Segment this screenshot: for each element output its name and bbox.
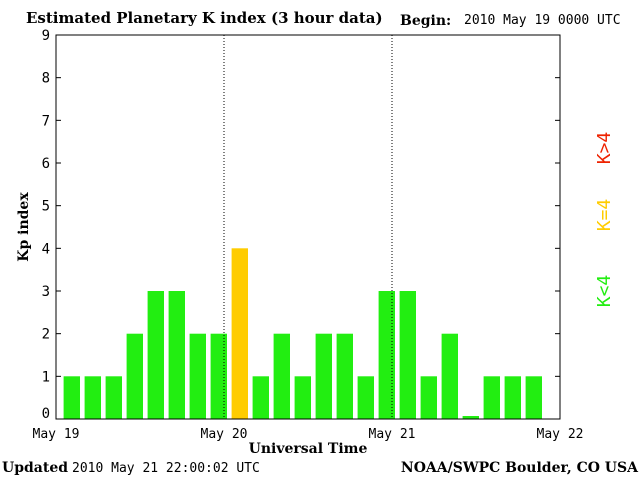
kp-bar [252,376,269,419]
begin-label: Begin: [400,13,452,29]
y-tick-label: 8 [42,71,50,87]
y-tick-label: 4 [42,241,50,257]
kp-bar [504,376,521,419]
updated-label: Updated [2,460,69,476]
x-tick-label: May 19 [33,427,80,442]
x-tick-label: May 21 [369,427,416,442]
kp-bar [210,333,227,419]
kp-bar [105,376,122,419]
kp-bar [273,333,290,419]
kp-bar [441,333,458,419]
kp-bar [126,333,143,419]
kp-bar [336,333,353,419]
x-axis-label: Universal Time [249,441,368,457]
x-tick-label: May 22 [537,427,584,442]
y-axis-label: Kp index [16,192,32,262]
y-tick-label: 1 [42,369,50,385]
kp-bar [357,376,374,419]
bars-group [63,248,542,419]
legend-k-equal-4: K=4 [594,199,615,232]
kp-bar [462,416,479,419]
kp-bar [294,376,311,419]
kp-bar [189,333,206,419]
kp-bar [399,291,416,419]
kp-bar [315,333,332,419]
y-tick-label: 2 [42,327,50,343]
plot-frame [55,34,561,420]
y-tick-label: 5 [42,199,50,215]
begin-value: 2010 May 19 0000 UTC [464,13,621,28]
y-tick-label: 9 [42,28,50,44]
legend-k-less-4: K<4 [594,275,615,308]
kp-bar [168,291,185,419]
updated-value: 2010 May 21 22:00:02 UTC [72,461,260,476]
kp-bar [231,248,248,419]
x-axis-ticks: May 19 May 20 May 21 May 22 [33,427,584,442]
legend-k-greater-4: K>4 [594,132,615,165]
x-tick-label: May 20 [201,427,248,442]
source-credit: NOAA/SWPC Boulder, CO USA [400,460,638,476]
kp-bar [420,376,437,419]
chart-title: Estimated Planetary K index (3 hour data… [26,9,383,27]
kp-bar [525,376,542,419]
y-tick-label: 7 [42,113,50,129]
kp-bar [147,291,164,419]
kp-bar [63,376,80,419]
y-tick-label: 3 [42,284,50,300]
y-tick-label: 6 [42,156,50,172]
y-axis-ticks: 0 1 2 3 4 5 6 7 8 9 [42,28,560,422]
kp-bar [378,291,395,419]
y-tick-label: 0 [42,406,50,422]
kp-bar [84,376,101,419]
kp-bar [483,376,500,419]
